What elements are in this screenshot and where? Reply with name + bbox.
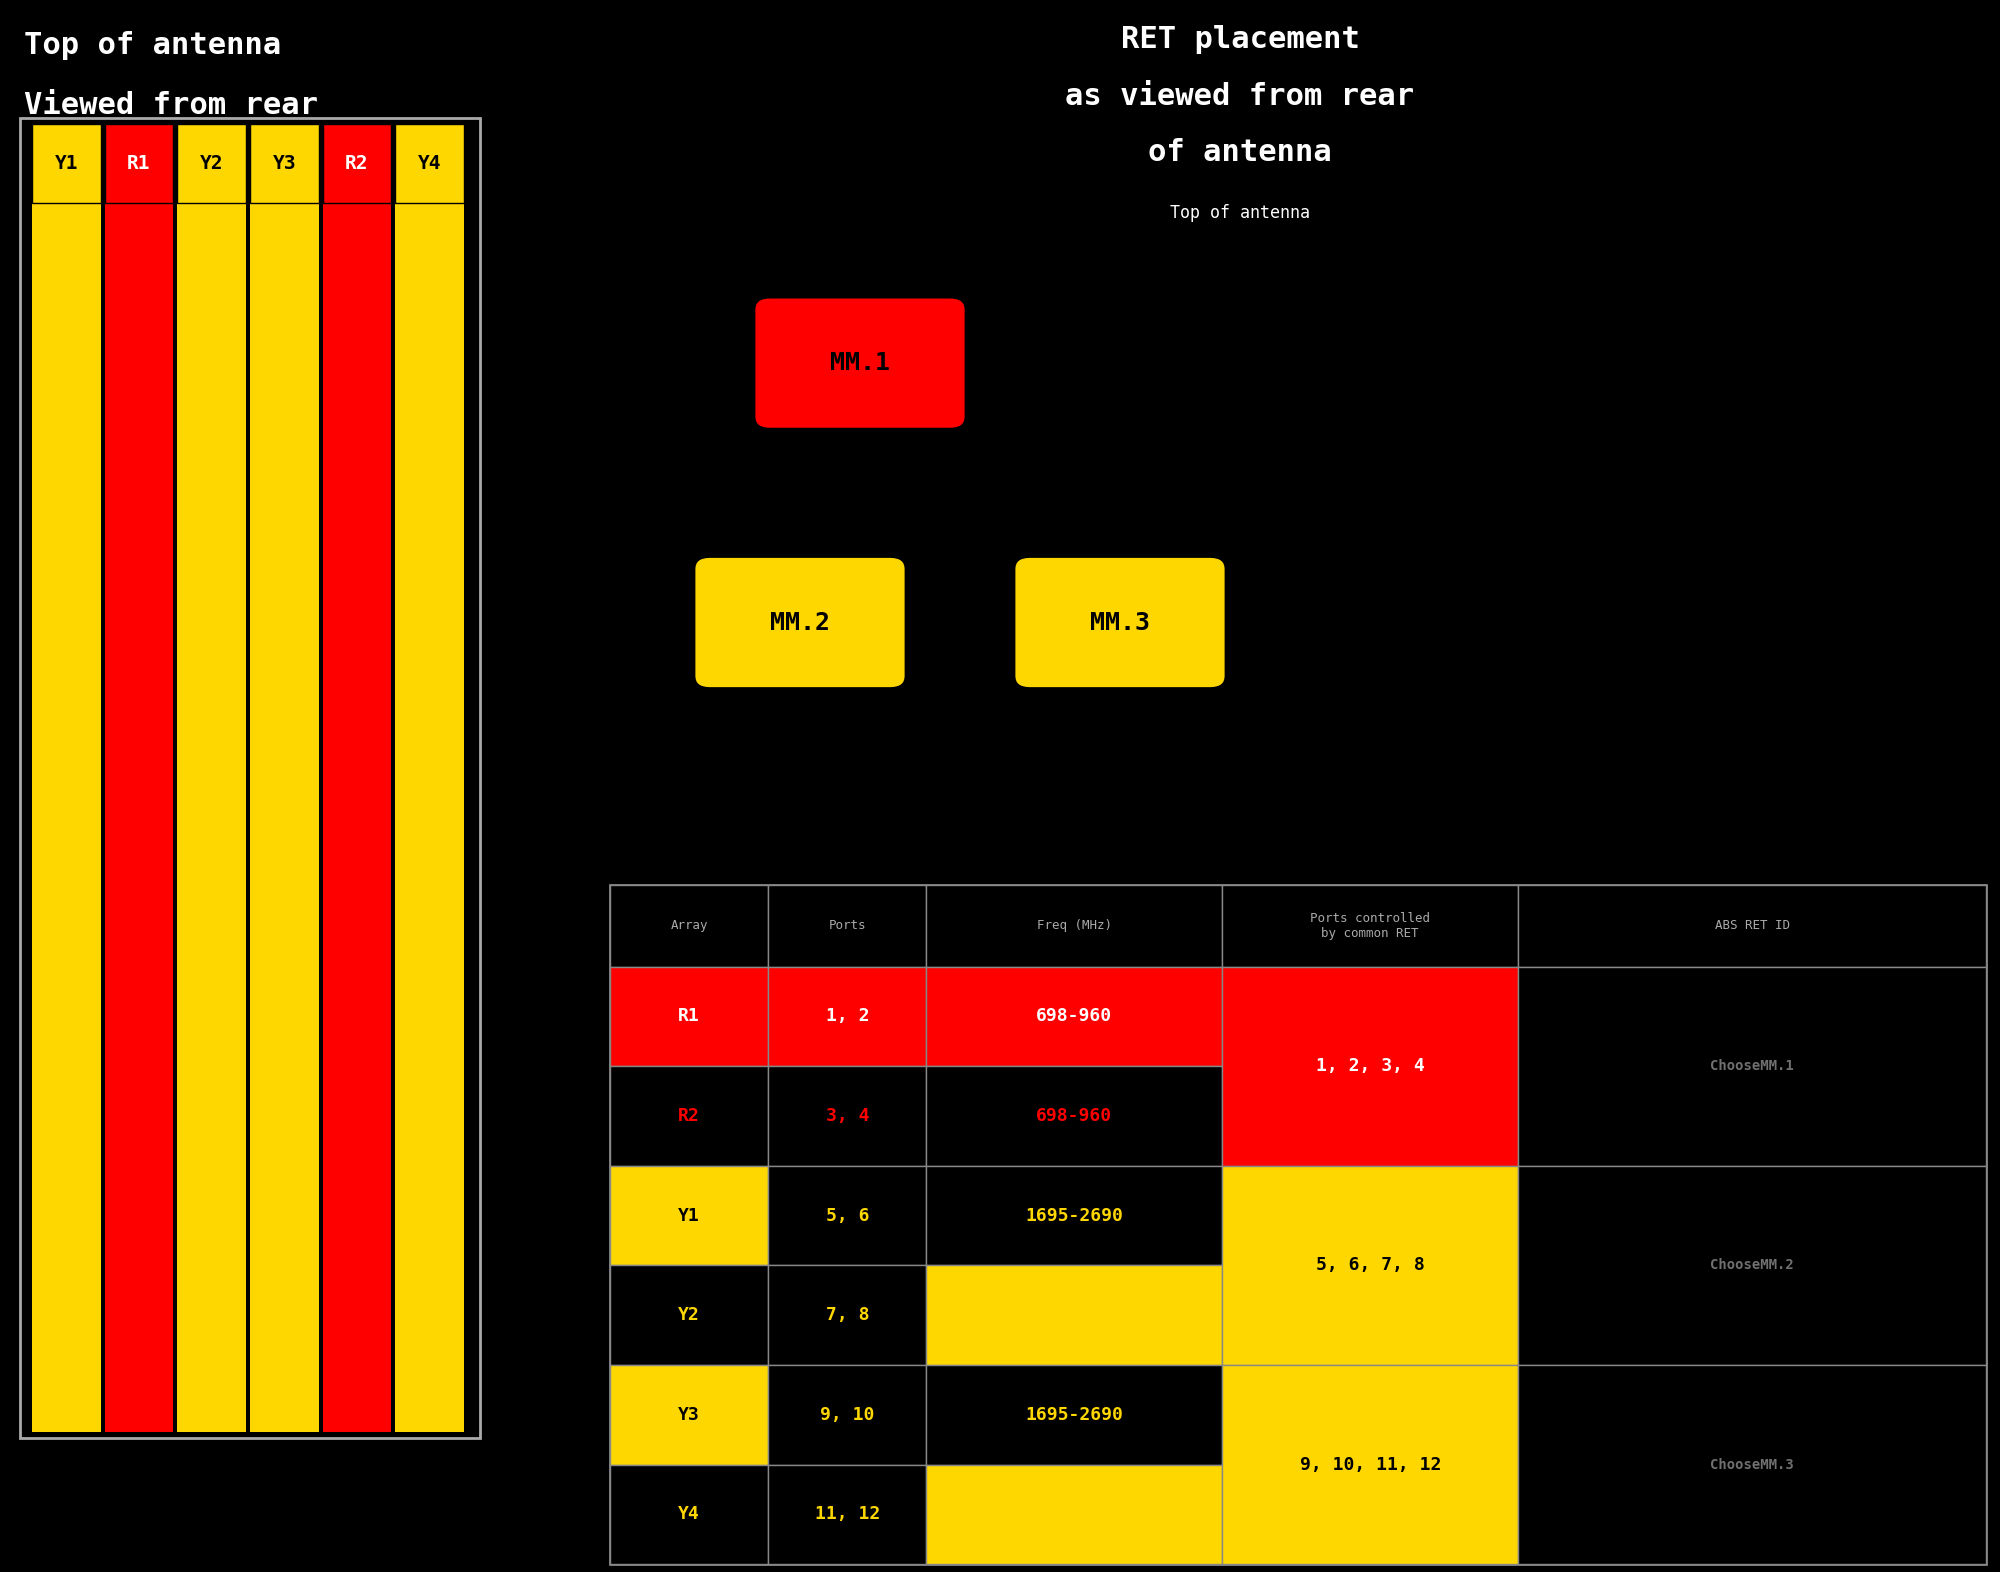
Text: 698-960: 698-960 [1036,1107,1112,1126]
Text: Y3: Y3 [272,154,296,173]
Text: 11, 12: 11, 12 [814,1506,880,1523]
FancyBboxPatch shape [694,556,906,689]
FancyBboxPatch shape [610,1465,768,1564]
Text: 1, 2: 1, 2 [826,1008,870,1025]
Text: R1: R1 [128,154,150,173]
FancyBboxPatch shape [1222,1166,1518,1364]
Text: Ports controlled
by common RET: Ports controlled by common RET [1310,912,1430,940]
Text: 5, 6: 5, 6 [826,1207,870,1225]
Text: Array: Array [670,920,708,932]
FancyBboxPatch shape [178,124,246,1432]
Text: ChooseMM.1: ChooseMM.1 [1710,1060,1794,1074]
FancyBboxPatch shape [610,967,768,1066]
FancyBboxPatch shape [768,1465,926,1564]
FancyBboxPatch shape [1222,967,1518,1166]
Text: Y4: Y4 [418,154,442,173]
FancyBboxPatch shape [1222,1364,1518,1564]
Text: Y4: Y4 [678,1506,700,1523]
FancyBboxPatch shape [20,118,480,1438]
FancyBboxPatch shape [178,124,246,203]
FancyBboxPatch shape [396,124,464,1432]
FancyBboxPatch shape [1518,1166,1986,1364]
Text: Y2: Y2 [200,154,224,173]
Text: 1695-2690: 1695-2690 [1026,1506,1124,1523]
FancyBboxPatch shape [768,967,926,1066]
Text: Y1: Y1 [678,1207,700,1225]
Text: 5, 6, 7, 8: 5, 6, 7, 8 [1316,1256,1424,1275]
Text: MM.1: MM.1 [830,351,890,376]
FancyBboxPatch shape [610,1166,768,1265]
Text: 1, 2, 3, 4: 1, 2, 3, 4 [1316,1056,1424,1075]
FancyBboxPatch shape [322,124,392,203]
Text: of antenna: of antenna [1148,138,1332,167]
FancyBboxPatch shape [1222,885,1518,967]
Text: 9, 10, 11, 12: 9, 10, 11, 12 [1300,1456,1440,1473]
Text: 1695-2690: 1695-2690 [1026,1207,1124,1225]
Text: 7, 8: 7, 8 [826,1306,870,1324]
FancyBboxPatch shape [250,124,318,1432]
FancyBboxPatch shape [1518,885,1986,967]
FancyBboxPatch shape [250,124,318,203]
FancyBboxPatch shape [322,124,392,1432]
FancyBboxPatch shape [1518,1364,1986,1564]
Text: 9, 10: 9, 10 [820,1405,874,1424]
FancyBboxPatch shape [1014,556,1226,689]
Text: MM.2: MM.2 [770,610,830,635]
Text: Y3: Y3 [678,1405,700,1424]
FancyBboxPatch shape [926,1265,1222,1364]
Text: 1695-2690: 1695-2690 [1026,1405,1124,1424]
FancyBboxPatch shape [396,124,464,203]
Text: ABS RET ID: ABS RET ID [1714,920,1790,932]
Text: Top of antenna: Top of antenna [24,31,282,60]
FancyBboxPatch shape [104,124,174,203]
Text: R2: R2 [346,154,368,173]
FancyBboxPatch shape [926,967,1222,1066]
Text: ChooseMM.3: ChooseMM.3 [1710,1457,1794,1471]
FancyBboxPatch shape [926,1465,1222,1564]
Text: RET placement: RET placement [1120,25,1360,53]
FancyBboxPatch shape [926,1166,1222,1265]
Text: R1: R1 [678,1008,700,1025]
FancyBboxPatch shape [1518,967,1986,1166]
FancyBboxPatch shape [610,885,768,967]
Text: Ports: Ports [828,920,866,932]
Text: R2: R2 [678,1107,700,1126]
Text: Viewed from rear: Viewed from rear [24,91,318,119]
FancyBboxPatch shape [754,297,966,429]
Text: MM.3: MM.3 [1090,610,1150,635]
Text: Freq (MHz): Freq (MHz) [1036,920,1112,932]
FancyBboxPatch shape [768,885,926,967]
FancyBboxPatch shape [768,1066,926,1166]
FancyBboxPatch shape [32,124,100,1432]
FancyBboxPatch shape [768,1364,926,1465]
FancyBboxPatch shape [768,1265,926,1364]
Text: 698-960: 698-960 [1036,1008,1112,1025]
FancyBboxPatch shape [610,1364,768,1465]
FancyBboxPatch shape [926,885,1222,967]
Text: ChooseMM.2: ChooseMM.2 [1710,1258,1794,1272]
Text: Y1: Y1 [54,154,78,173]
Text: 3, 4: 3, 4 [826,1107,870,1126]
FancyBboxPatch shape [926,1066,1222,1166]
FancyBboxPatch shape [926,1364,1222,1465]
FancyBboxPatch shape [610,1265,768,1364]
FancyBboxPatch shape [610,1066,768,1166]
FancyBboxPatch shape [32,124,100,203]
Text: Y2: Y2 [678,1306,700,1324]
Text: 1695-2690: 1695-2690 [1026,1306,1124,1324]
FancyBboxPatch shape [768,1166,926,1265]
FancyBboxPatch shape [610,885,1986,1564]
Text: as viewed from rear: as viewed from rear [1066,82,1414,110]
Text: Top of antenna: Top of antenna [1170,204,1310,222]
FancyBboxPatch shape [104,124,174,1432]
